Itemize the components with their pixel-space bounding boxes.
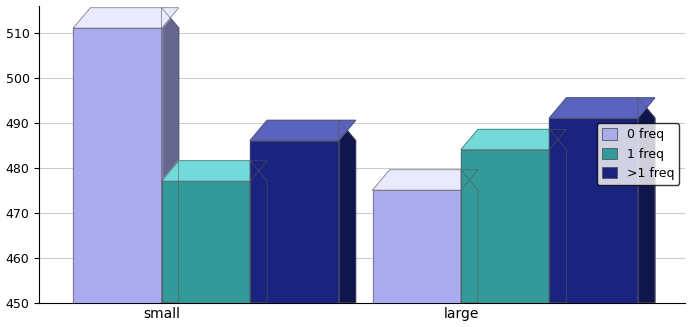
Polygon shape bbox=[461, 170, 478, 302]
Polygon shape bbox=[339, 120, 356, 302]
Polygon shape bbox=[162, 181, 250, 302]
Polygon shape bbox=[549, 98, 655, 118]
Polygon shape bbox=[461, 129, 567, 149]
Polygon shape bbox=[638, 98, 655, 302]
Polygon shape bbox=[549, 129, 567, 302]
Polygon shape bbox=[250, 141, 339, 302]
Polygon shape bbox=[372, 190, 461, 302]
Polygon shape bbox=[73, 28, 162, 302]
Legend: 0 freq, 1 freq, >1 freq: 0 freq, 1 freq, >1 freq bbox=[597, 123, 679, 185]
Polygon shape bbox=[250, 120, 356, 141]
Polygon shape bbox=[549, 118, 638, 302]
Polygon shape bbox=[461, 149, 549, 302]
Polygon shape bbox=[162, 8, 179, 302]
Polygon shape bbox=[73, 8, 179, 28]
Polygon shape bbox=[250, 161, 267, 302]
Polygon shape bbox=[162, 161, 267, 181]
Polygon shape bbox=[372, 170, 478, 190]
